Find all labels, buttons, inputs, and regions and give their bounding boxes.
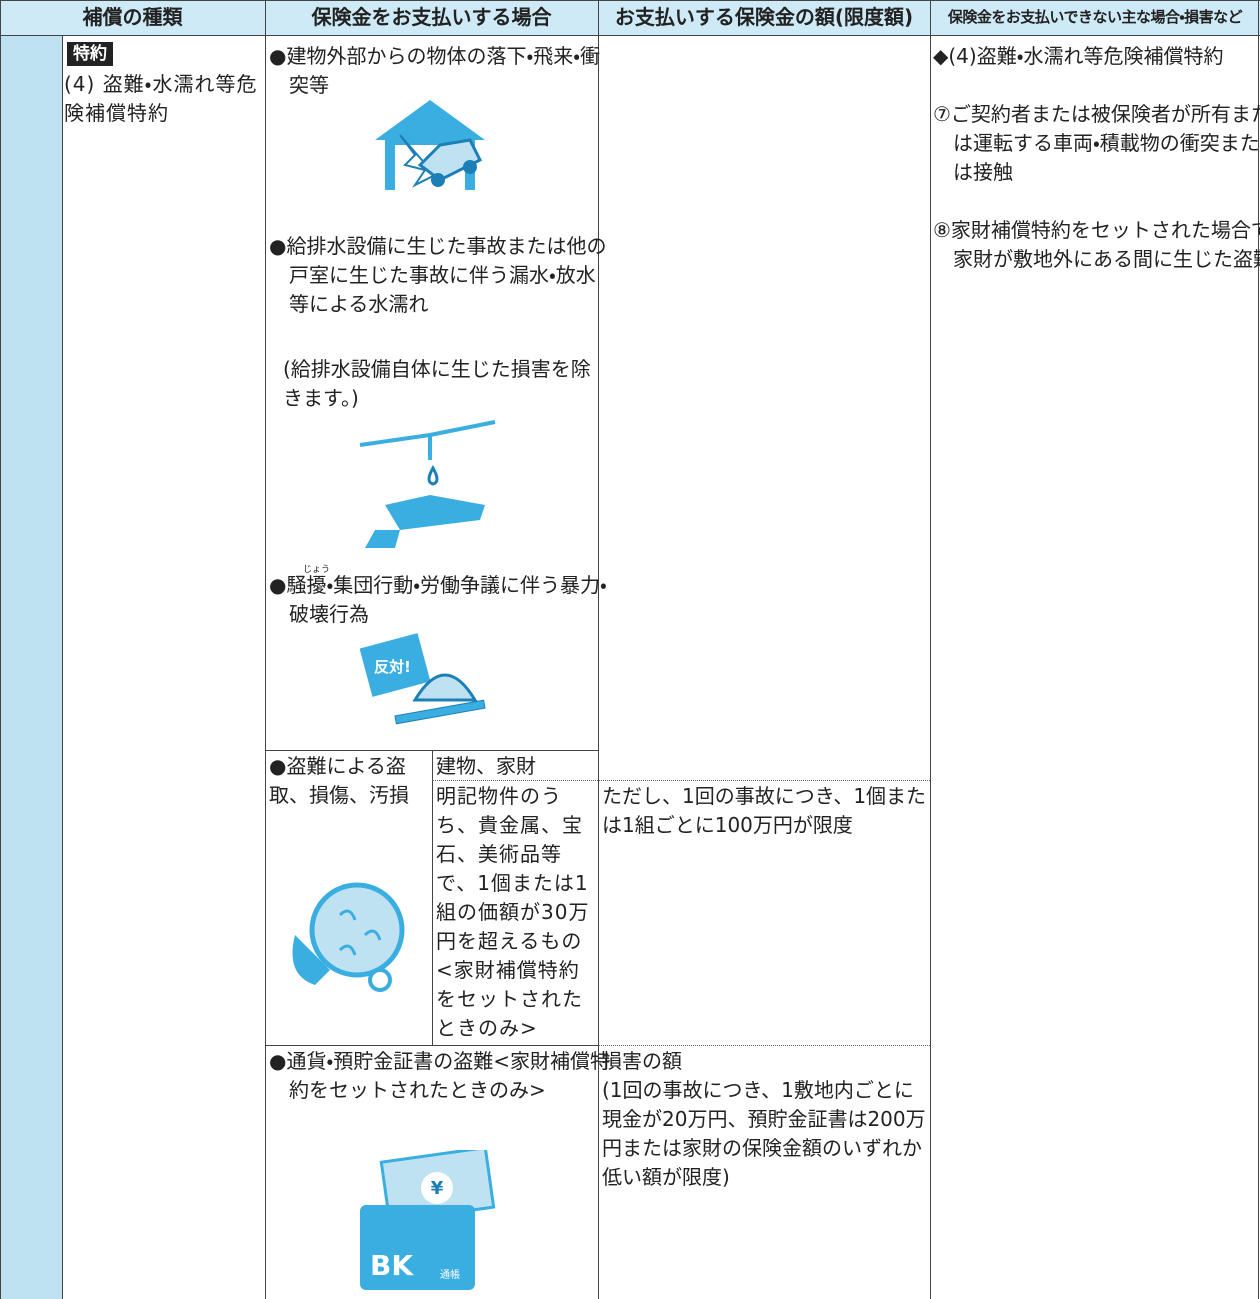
case-text: ・集団行動・労働争議に伴う暴力・破壊行為 xyxy=(289,573,607,626)
exclusion-item: ⑧家財補償特約をセットされた場合で家財が敷地外にある間に生じた盗難 xyxy=(933,218,1260,271)
side-strip xyxy=(0,35,62,1299)
header-cell: 保険金をお支払いできない主な場合・損害など xyxy=(947,8,1243,26)
border xyxy=(0,0,1260,1)
exclusion-title: ◆(4)盗難・水濡れ等危険補償特約 xyxy=(933,44,1224,68)
icon-collision xyxy=(375,100,485,190)
amount-text: ただし、1回の事故につき、1個または1組ごとに100万円が限度 xyxy=(602,784,927,837)
case-text: ●騒擾じょう・集団行動・労働争議に伴う暴力・破壊行為 xyxy=(269,565,614,629)
ruby-base: 擾 xyxy=(302,573,330,597)
exclusion-item: ⑦ご契約者または被保険者が所有または運転する車両・積載物の衝突または接触 xyxy=(933,102,1260,184)
object-text: 明記物件のうち、貴金属、宝石、美術品等で、1個または1組の価額が30万円を超える… xyxy=(436,784,590,1040)
badge: 特約 xyxy=(67,42,113,66)
border xyxy=(265,1045,598,1046)
header-cell: お支払いする保険金の額(限度額) xyxy=(614,5,914,29)
header-cell: 補償の種類 xyxy=(82,5,183,29)
icon-protest: 反対! xyxy=(360,633,486,725)
border xyxy=(598,1045,930,1046)
border xyxy=(432,780,930,781)
icon-text: 反対! xyxy=(374,658,411,676)
ruby-text: じょう xyxy=(302,565,330,575)
border xyxy=(432,750,433,1045)
case-note: (給排水設備自体に生じた損害を除きます。) xyxy=(283,357,591,410)
icon-text: 通帳 xyxy=(440,1268,460,1281)
amount-text: 損害の額 xyxy=(602,1049,682,1073)
case-text: ●通貨・預貯金証書の盗難<家財補償特約をセットされたときのみ> xyxy=(269,1049,611,1102)
case-text: ●給排水設備に生じた事故または他の戸室に生じた事故に伴う漏水・放水等による水濡れ xyxy=(269,234,607,316)
border xyxy=(1258,0,1259,1299)
header-cell: 保険金をお支払いする場合 xyxy=(311,5,552,29)
header-bg xyxy=(0,0,1260,35)
amount-note: (1回の事故につき、1敷地内ごとに現金が20万円、預貯金証書は200万円または家… xyxy=(602,1078,926,1189)
icon-passbook: ¥ BK 通帳 xyxy=(360,1150,496,1290)
icon-thief xyxy=(292,882,405,992)
icon-text: ¥ xyxy=(431,1178,444,1199)
case-text: ●騒 xyxy=(269,573,307,597)
border xyxy=(0,35,1260,36)
border xyxy=(62,35,63,1299)
object-text: 建物、家財 xyxy=(436,754,536,778)
border xyxy=(930,0,931,1299)
case-text: ●建物外部からの物体の落下・飛来・衝突等 xyxy=(269,44,601,97)
coverage-name: (4) 盗難・水濡れ等危険補償特約 xyxy=(64,72,258,125)
icon-water xyxy=(359,420,496,548)
border xyxy=(598,0,599,1299)
case-text: ●盗難による盗取、損傷、汚損 xyxy=(269,754,409,807)
border xyxy=(0,0,1,1299)
border xyxy=(265,0,266,1299)
border xyxy=(265,750,598,751)
icon-text: BK xyxy=(370,1249,414,1282)
ruby: 擾じょう xyxy=(303,565,330,597)
